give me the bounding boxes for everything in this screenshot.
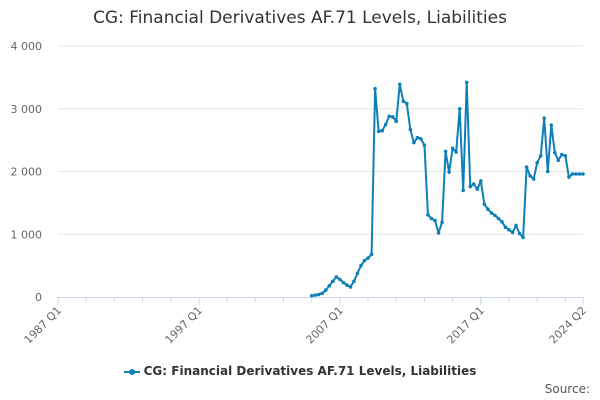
data-point[interactable] [380, 128, 384, 133]
x-tick-label: 1997 Q1 [163, 304, 206, 347]
data-point[interactable] [468, 184, 473, 189]
data-point[interactable] [331, 279, 335, 284]
data-point[interactable] [412, 140, 416, 145]
data-point[interactable] [422, 143, 427, 147]
data-point[interactable] [464, 80, 469, 85]
data-point[interactable] [471, 182, 476, 186]
data-point[interactable] [531, 177, 536, 181]
data-point[interactable] [493, 213, 497, 218]
chart-title: CG: Financial Derivatives AF.71 Levels, … [93, 8, 507, 28]
data-point[interactable] [323, 288, 328, 292]
data-point[interactable] [401, 99, 406, 104]
data-point[interactable] [538, 154, 543, 158]
data-point[interactable] [309, 293, 314, 298]
legend-series-marker-icon [123, 367, 140, 377]
data-point[interactable] [387, 114, 392, 119]
data-point[interactable] [359, 263, 363, 268]
data-point[interactable] [507, 228, 511, 232]
data-point[interactable] [450, 146, 455, 151]
data-point[interactable] [316, 292, 321, 297]
data-point[interactable] [383, 122, 388, 127]
data-point[interactable] [570, 172, 575, 176]
data-point[interactable] [542, 116, 547, 120]
data-point[interactable] [366, 256, 370, 260]
data-point[interactable] [320, 291, 325, 296]
data-point[interactable] [581, 172, 585, 176]
data-point[interactable] [405, 101, 409, 106]
data-point[interactable] [345, 283, 349, 287]
data-point[interactable] [535, 160, 539, 165]
y-tick-label: 4 000 [11, 40, 43, 53]
data-point[interactable] [369, 252, 374, 257]
data-point[interactable] [355, 271, 360, 275]
data-point[interactable] [553, 150, 557, 155]
data-point[interactable] [313, 293, 318, 297]
data-point[interactable] [479, 179, 483, 183]
data-point[interactable] [394, 119, 399, 124]
data-point[interactable] [457, 106, 462, 111]
data-point[interactable] [419, 137, 423, 141]
data-point[interactable] [521, 235, 525, 240]
x-tick-label: 1987 Q1 [22, 304, 65, 347]
data-point[interactable] [560, 152, 564, 157]
data-point[interactable] [443, 149, 448, 154]
data-point[interactable] [362, 258, 367, 263]
y-tick-label: 0 [35, 291, 42, 304]
y-tick-label: 1 000 [11, 228, 43, 241]
data-point[interactable] [577, 172, 582, 176]
data-point[interactable] [373, 86, 377, 91]
data-point[interactable] [486, 207, 490, 211]
x-tick-label: 2024 Q2 [547, 304, 590, 347]
series-line [311, 81, 583, 297]
data-point[interactable] [482, 202, 487, 206]
data-point[interactable] [390, 115, 395, 119]
data-point[interactable] [524, 165, 529, 169]
data-point[interactable] [426, 213, 430, 217]
data-point[interactable] [496, 216, 501, 221]
data-point[interactable] [397, 82, 402, 87]
data-point[interactable] [376, 129, 381, 134]
data-point[interactable] [514, 223, 518, 228]
data-point[interactable] [341, 280, 346, 285]
data-point[interactable] [348, 285, 353, 289]
x-tick-label: 2017 Q1 [444, 304, 487, 347]
data-point[interactable] [503, 225, 508, 230]
data-point[interactable] [500, 219, 504, 224]
x-tick-label: 2007 Q1 [303, 304, 346, 347]
data-point[interactable] [436, 231, 441, 235]
data-point[interactable] [461, 188, 466, 193]
data-point[interactable] [510, 230, 515, 235]
data-point[interactable] [454, 150, 458, 154]
data-point[interactable] [549, 123, 554, 127]
data-point[interactable] [415, 135, 420, 140]
data-point[interactable] [556, 158, 561, 162]
data-point[interactable] [440, 220, 444, 225]
legend[interactable]: CG: Financial Derivatives AF.71 Levels, … [0, 364, 600, 378]
data-point[interactable] [528, 174, 532, 178]
data-point[interactable] [327, 283, 332, 288]
data-point[interactable] [408, 127, 413, 132]
data-point[interactable] [338, 277, 342, 282]
data-point[interactable] [517, 231, 522, 236]
y-tick-label: 2 000 [11, 166, 43, 179]
data-point[interactable] [567, 175, 571, 179]
legend-series-label: CG: Financial Derivatives AF.71 Levels, … [143, 364, 477, 378]
data-point[interactable] [447, 170, 451, 174]
data-point[interactable] [563, 154, 568, 158]
source-label: Source: [544, 382, 590, 396]
data-point[interactable] [574, 172, 578, 176]
y-tick-label: 3 000 [11, 103, 43, 116]
data-point[interactable] [433, 218, 437, 223]
data-point[interactable] [352, 279, 356, 284]
data-point[interactable] [429, 216, 434, 221]
data-point[interactable] [545, 169, 550, 174]
data-point[interactable] [475, 187, 480, 191]
data-point[interactable] [334, 275, 339, 279]
data-point[interactable] [489, 211, 494, 215]
